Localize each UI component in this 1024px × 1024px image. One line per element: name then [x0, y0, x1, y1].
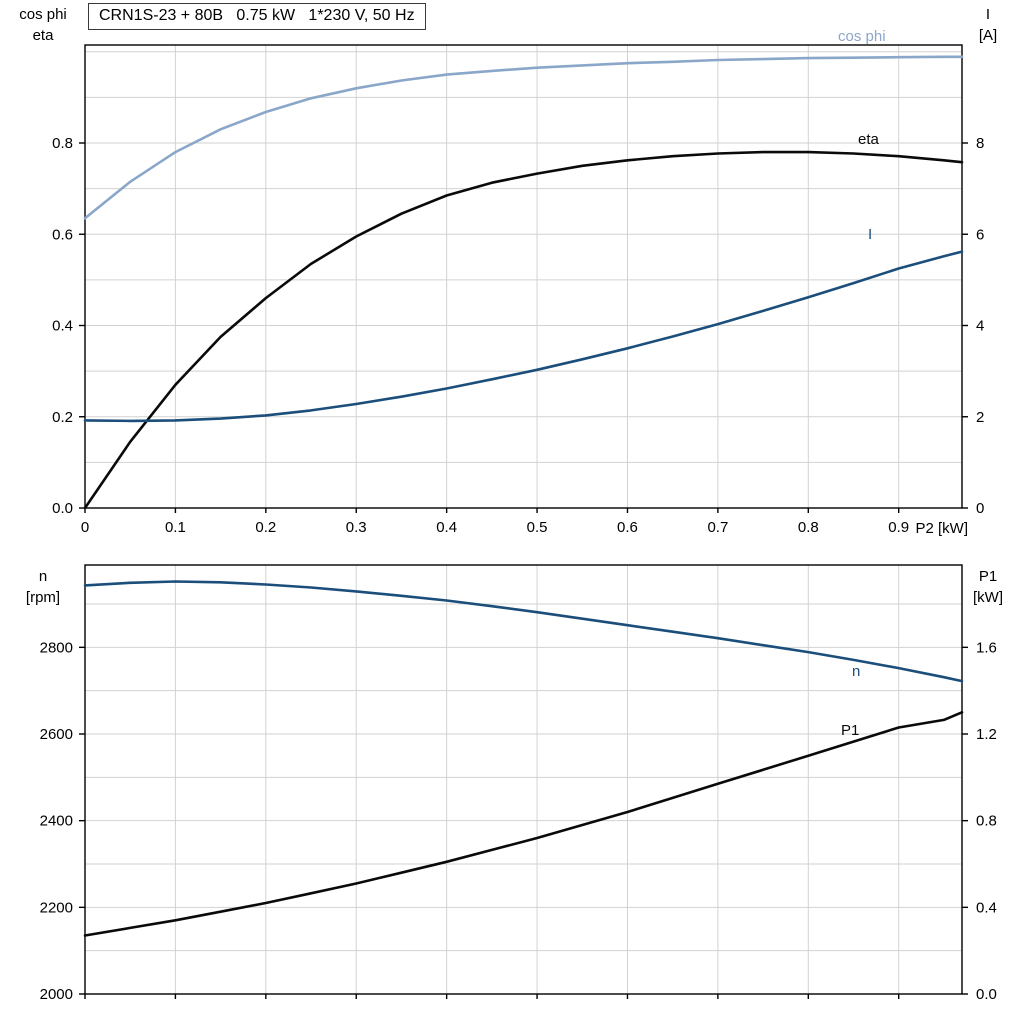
bottom-right-axis-title: P1 [kW] — [960, 566, 1016, 608]
svg-text:0.3: 0.3 — [346, 519, 367, 536]
svg-text:0.1: 0.1 — [165, 519, 186, 536]
svg-text:0.0: 0.0 — [976, 986, 997, 1003]
svg-text:2600: 2600 — [40, 726, 73, 743]
svg-text:0.6: 0.6 — [617, 519, 638, 536]
title-box: CRN1S-23 + 80B 0.75 kW 1*230 V, 50 Hz — [88, 3, 426, 30]
svg-text:2800: 2800 — [40, 639, 73, 656]
svg-text:1.6: 1.6 — [976, 639, 997, 656]
curve-label-current: I — [868, 226, 873, 243]
svg-text:0.8: 0.8 — [976, 813, 997, 830]
svg-text:0.8: 0.8 — [52, 135, 73, 152]
svg-text:0.2: 0.2 — [255, 519, 276, 536]
svg-text:0.5: 0.5 — [527, 519, 548, 536]
curve-label-cos-phi: cos phi — [838, 28, 886, 45]
svg-text:0.4: 0.4 — [52, 318, 73, 335]
svg-text:2400: 2400 — [40, 813, 73, 830]
curve-label-p1: P1 — [841, 722, 860, 739]
bottom-left-axis-title: n [rpm] — [8, 566, 78, 608]
curve-label-speed: n — [852, 663, 861, 680]
top-right-axis-title: I [A] — [962, 4, 1014, 46]
svg-text:4: 4 — [976, 318, 984, 335]
axis-title-p1-unit: [kW] — [973, 589, 1003, 606]
svg-text:0: 0 — [976, 500, 984, 517]
curve-label-eta: eta — [858, 131, 879, 148]
svg-text:2200: 2200 — [40, 899, 73, 916]
svg-text:0.0: 0.0 — [52, 500, 73, 517]
svg-text:1.2: 1.2 — [976, 726, 997, 743]
svg-text:0: 0 — [81, 519, 89, 536]
axis-title-speed-unit: [rpm] — [25, 589, 61, 606]
svg-text:0.2: 0.2 — [52, 409, 73, 426]
svg-text:6: 6 — [976, 226, 984, 243]
svg-text:0.9: 0.9 — [888, 519, 909, 536]
axis-title-speed: n — [38, 568, 48, 585]
axis-title-p1: P1 — [978, 568, 998, 585]
axis-title-current: I — [985, 6, 991, 23]
svg-text:8: 8 — [976, 135, 984, 152]
svg-text:0.6: 0.6 — [52, 226, 73, 243]
svg-text:0.8: 0.8 — [798, 519, 819, 536]
axis-title-current-unit: [A] — [978, 27, 998, 44]
svg-text:0.4: 0.4 — [976, 899, 997, 916]
x-axis-label-p2: P2 [kW] — [915, 520, 968, 537]
svg-text:0.7: 0.7 — [707, 519, 728, 536]
axis-title-eta: eta — [32, 27, 54, 44]
svg-text:2: 2 — [976, 409, 984, 426]
svg-text:0.4: 0.4 — [436, 519, 457, 536]
top-left-axis-title: cos phi eta — [6, 4, 80, 46]
svg-text:2000: 2000 — [40, 986, 73, 1003]
axis-title-cos-phi: cos phi — [19, 6, 67, 23]
